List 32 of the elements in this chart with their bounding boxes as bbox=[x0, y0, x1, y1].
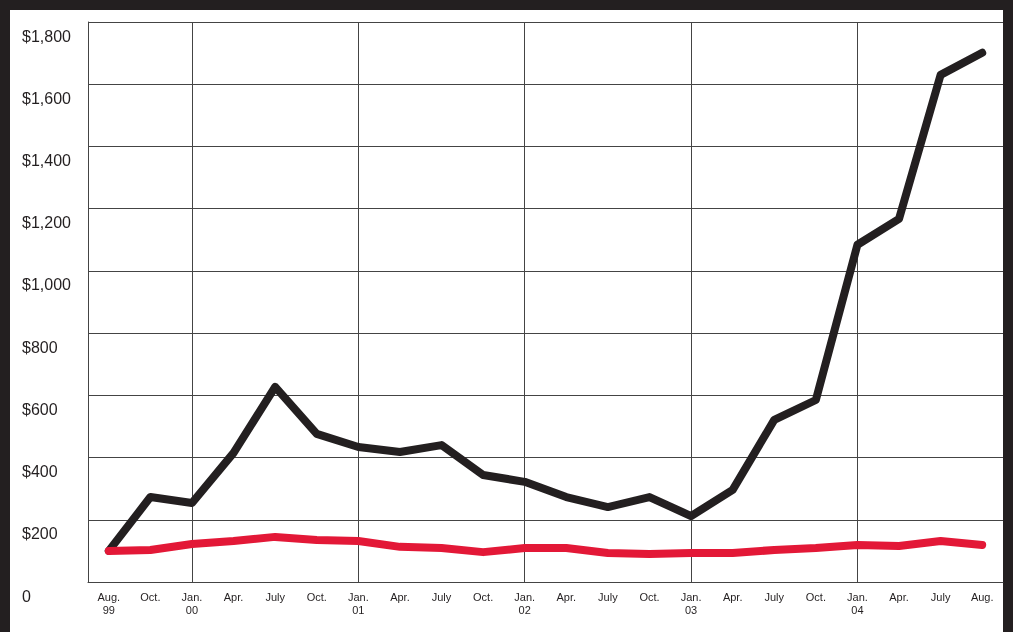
x-tick-label: July bbox=[431, 590, 452, 603]
x-tick-label: Oct. bbox=[140, 590, 161, 603]
y-tick-label: $600 bbox=[22, 400, 58, 418]
x-tick-label: Apr. bbox=[889, 590, 909, 603]
x-tick-label: July bbox=[930, 590, 951, 603]
x-tick-label: Apr. bbox=[722, 590, 743, 603]
y-tick-label: $1,400 bbox=[22, 151, 72, 169]
y-tick-label: $1,800 bbox=[22, 27, 72, 45]
y-tick-label: $1,200 bbox=[22, 214, 72, 232]
x-tick-label: Apr. bbox=[223, 590, 244, 603]
x-tick-label: July bbox=[764, 590, 785, 603]
y-tick-label: 0 bbox=[22, 587, 31, 605]
x-tick-label: Jan. 03 bbox=[680, 590, 702, 616]
y-tick-label: $1,000 bbox=[22, 276, 72, 294]
x-tick-label: July bbox=[598, 590, 619, 603]
y-tick-label: $200 bbox=[22, 525, 58, 543]
x-tick-label: Jan. 01 bbox=[347, 590, 369, 616]
x-tick-label: July bbox=[265, 590, 286, 603]
x-tick-label: Jan. 00 bbox=[181, 590, 203, 616]
y-tick-label: $800 bbox=[22, 338, 58, 356]
x-tick-label: Apr. bbox=[556, 590, 577, 603]
x-tick-label: Jan. 02 bbox=[514, 590, 536, 616]
x-tick-label: Oct. bbox=[473, 590, 494, 603]
x-tick-label: Aug. 99 bbox=[97, 590, 121, 616]
y-tick-label: $400 bbox=[22, 463, 58, 481]
x-tick-label: Oct. bbox=[805, 590, 826, 603]
y-tick-label: $1,600 bbox=[22, 89, 72, 107]
x-tick-label: Apr. bbox=[390, 590, 410, 603]
x-tick-label: Jan. 04 bbox=[847, 590, 868, 616]
x-tick-label: Oct. bbox=[306, 590, 327, 603]
x-tick-label: Aug. bbox=[970, 590, 994, 603]
x-tick-label: Oct. bbox=[639, 590, 660, 603]
